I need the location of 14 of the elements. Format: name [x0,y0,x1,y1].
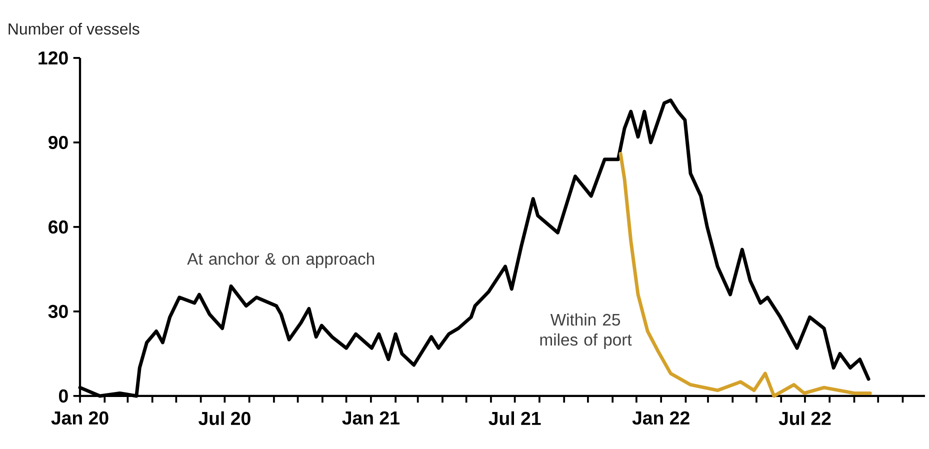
x-tick-label: Jan 20 [51,411,108,425]
y-tick-label: 0 [58,389,68,403]
x-tick-label: Jan 22 [632,411,690,425]
y-tick-label: 60 [48,220,68,234]
y-tick-label: 90 [48,136,68,150]
y-tick-label: 120 [38,51,68,65]
x-tick-label: Jan 21 [342,411,400,425]
x-tick-label: Jul 21 [488,411,541,426]
x-tick-label: Jul 22 [778,411,831,426]
series-label: Within 25 miles of port [540,313,632,349]
series-label: At anchor & on approach [187,252,374,268]
x-tick-label: Jul 20 [198,411,250,426]
y-axis-title: Number of vessels [8,22,140,35]
y-tick-label: 30 [48,304,68,318]
